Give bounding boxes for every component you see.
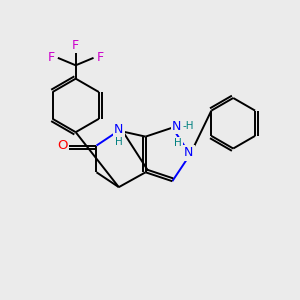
Text: F: F <box>72 39 79 52</box>
Text: F: F <box>48 51 55 64</box>
Text: O: O <box>57 139 68 152</box>
Text: H: H <box>115 137 123 147</box>
Text: N: N <box>172 120 182 133</box>
Text: -H: -H <box>183 121 194 131</box>
Text: H: H <box>174 138 182 148</box>
Text: N: N <box>114 123 124 136</box>
Text: N: N <box>184 146 193 160</box>
Text: F: F <box>97 51 104 64</box>
